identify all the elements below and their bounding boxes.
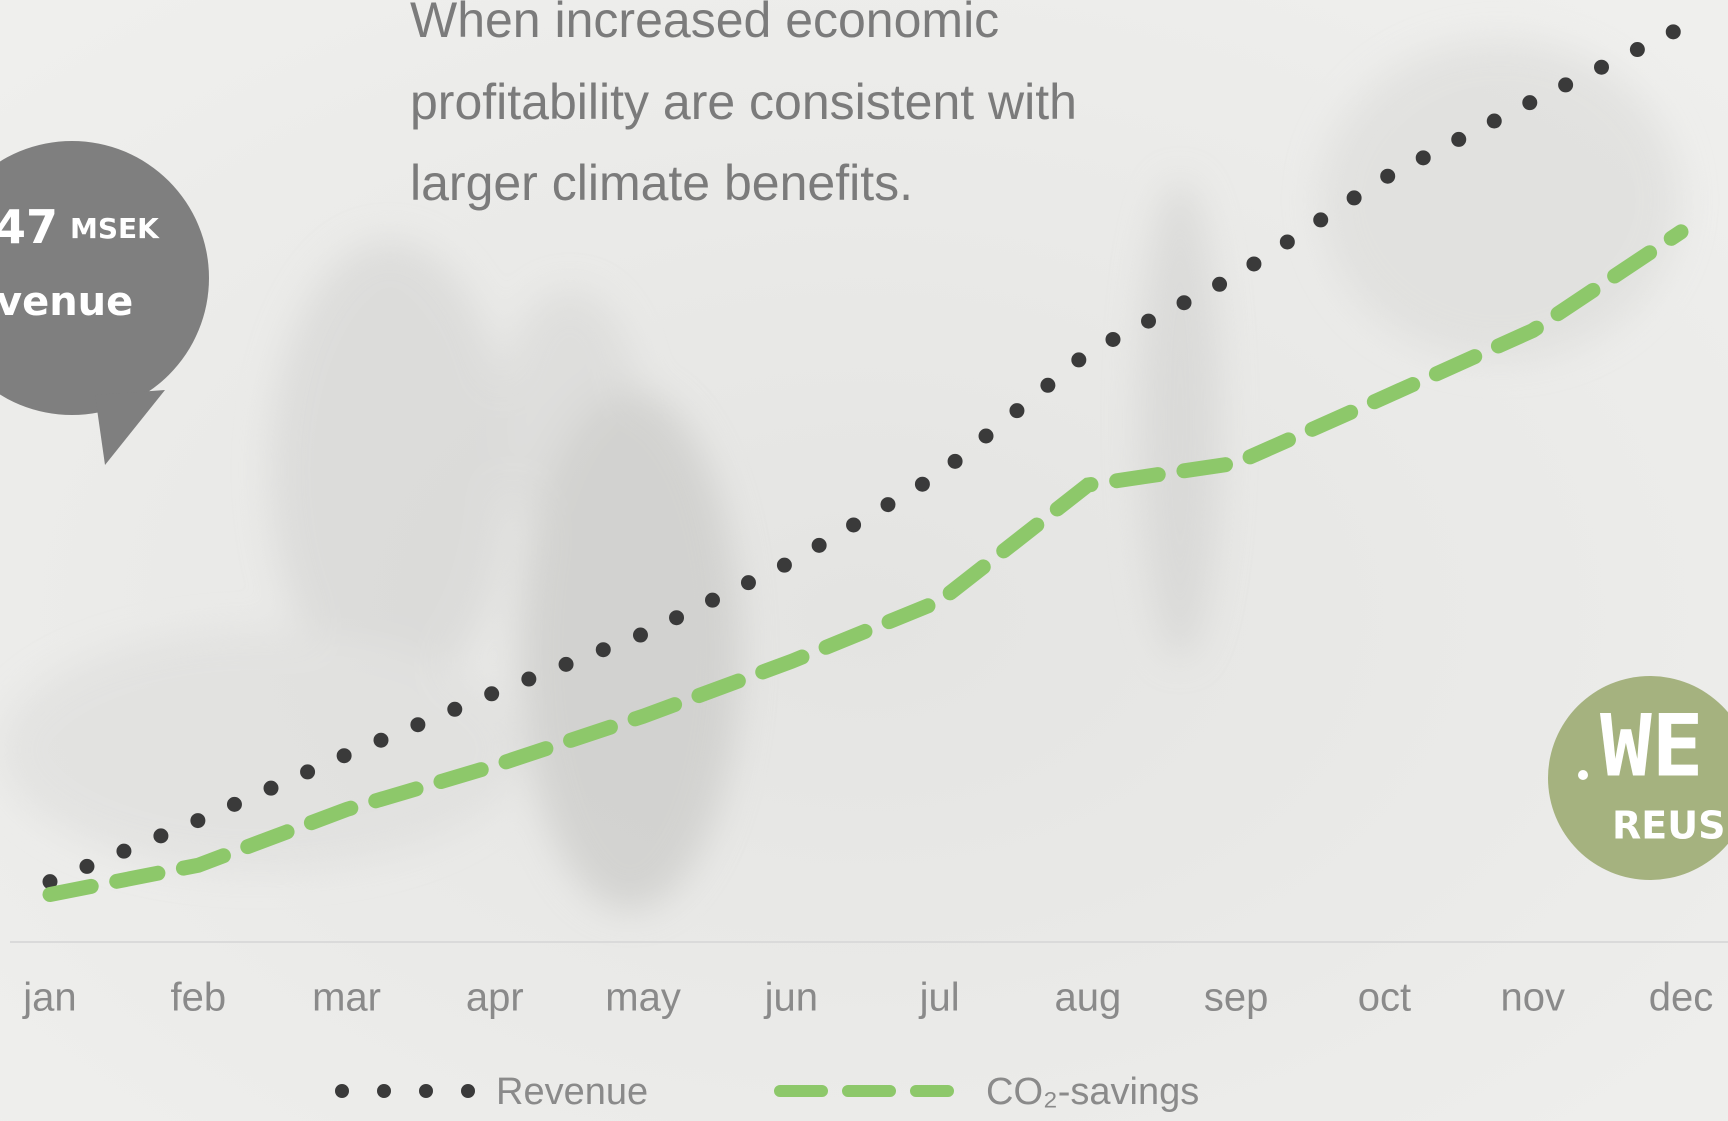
x-tick-label: mar <box>312 976 381 1020</box>
bubble-number: 47 <box>0 200 58 254</box>
bubble: 47 MSEK venue <box>0 141 209 465</box>
series-line <box>42 224 1689 902</box>
logo: WE REUSE <box>1548 676 1728 880</box>
legend-label: CO₂-savings <box>986 1071 1199 1113</box>
x-tick-label: dec <box>1649 976 1714 1020</box>
bubble-label: venue <box>0 279 133 325</box>
headline-line: When increased economic <box>410 0 999 48</box>
x-tick-label: may <box>605 976 681 1020</box>
x-tick-label: nov <box>1500 976 1565 1020</box>
photo-wash <box>0 40 1680 910</box>
x-tick-label: oct <box>1358 976 1411 1020</box>
legend-label: Revenue <box>496 1071 648 1113</box>
bubble-text: 47 MSEK <box>0 200 160 254</box>
headline-line: larger climate benefits. <box>410 155 913 211</box>
x-tick-label: feb <box>170 976 226 1020</box>
x-tick-label: jul <box>919 976 960 1020</box>
logo-dot <box>1578 770 1588 780</box>
logo-bottom: REUSE <box>1612 804 1728 848</box>
x-tick-label: aug <box>1055 976 1122 1020</box>
bubble-tail <box>95 390 165 465</box>
x-tick-label: jan <box>22 976 76 1020</box>
headline-line: profitability are consistent with <box>410 74 1077 130</box>
x-tick-label: sep <box>1204 976 1269 1020</box>
x-tick-label: jun <box>764 976 818 1020</box>
logo-top: WE <box>1600 696 1704 796</box>
x-tick-label: apr <box>466 976 524 1020</box>
bubble-unit: MSEK <box>70 212 160 245</box>
bubble-shape <box>0 141 209 415</box>
logo-circle <box>1548 676 1728 880</box>
